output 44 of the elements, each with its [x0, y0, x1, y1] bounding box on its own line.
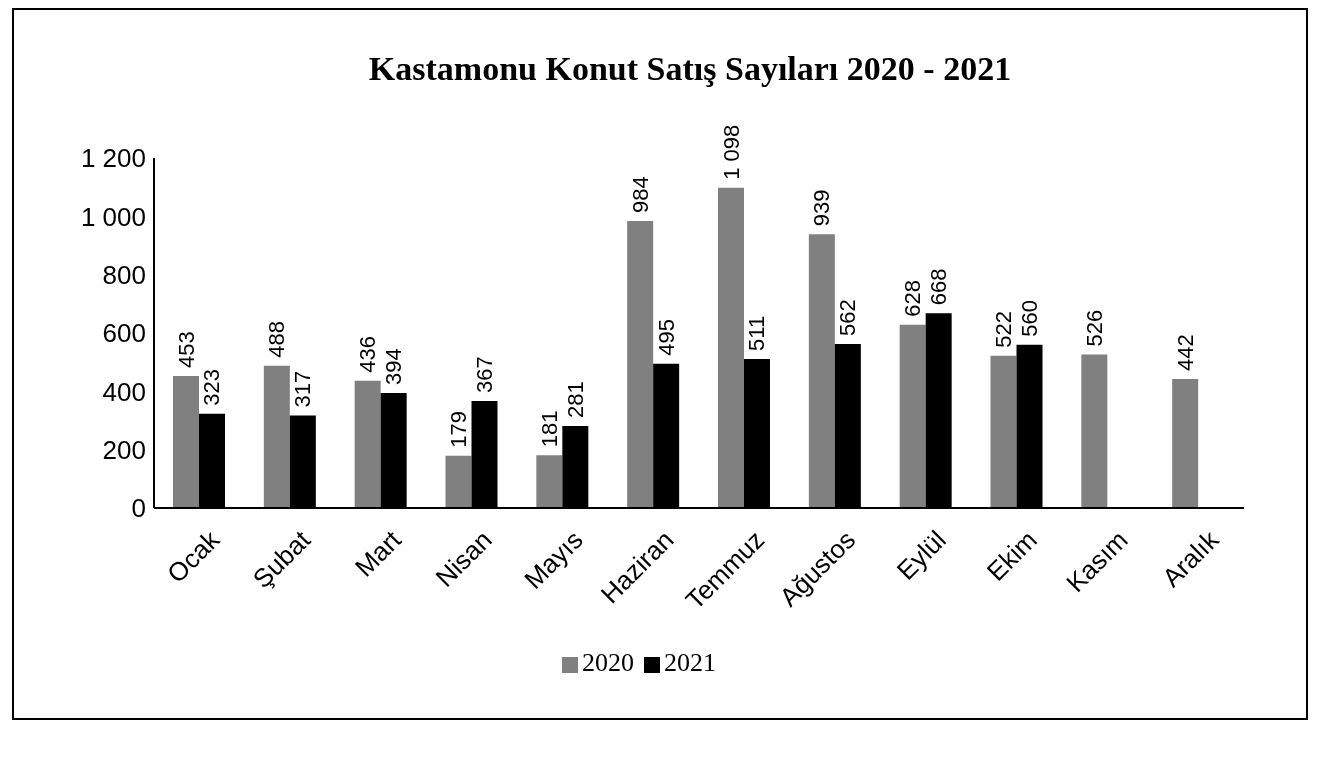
data-label: 495	[653, 318, 679, 356]
data-label: 562	[835, 299, 861, 337]
data-label: 394	[381, 348, 407, 386]
data-label: 179	[446, 411, 471, 448]
bar	[173, 375, 199, 508]
y-tick-label: 1 200	[80, 143, 146, 174]
bar	[627, 221, 654, 508]
data-label: 628	[900, 280, 926, 317]
bar	[899, 324, 926, 508]
y-tick-label: 0	[131, 493, 146, 524]
y-tick-label: 800	[102, 259, 146, 290]
chart-title: Kastamonu Konut Satış Sayıları 2020 - 2021	[367, 50, 1013, 88]
data-label: 317	[290, 370, 316, 408]
data-label: 453	[173, 331, 199, 368]
data-label: 181	[536, 410, 562, 448]
bar	[354, 380, 381, 508]
data-label: 488	[264, 320, 290, 358]
legend-label: 2020	[582, 648, 634, 677]
data-label: 436	[355, 336, 381, 373]
bar	[536, 455, 563, 508]
bar	[990, 355, 1017, 508]
data-label: 281	[562, 381, 588, 419]
data-label: 511	[744, 315, 770, 351]
data-label: 323	[199, 369, 225, 406]
bar	[445, 455, 472, 508]
bar	[718, 187, 744, 508]
data-label: 367	[472, 356, 497, 393]
data-label: 560	[1017, 299, 1042, 337]
data-label: 1 098	[718, 124, 744, 180]
data-label: 984	[627, 176, 653, 213]
data-label: 668	[926, 268, 952, 306]
y-tick-label: 1 000	[80, 201, 146, 232]
y-tick-label: 200	[102, 434, 146, 465]
data-label: 526	[1081, 309, 1107, 347]
bar	[1081, 354, 1108, 508]
data-label: 442	[1172, 334, 1198, 372]
y-tick-label: 600	[102, 318, 146, 349]
bar	[263, 365, 290, 508]
bar	[808, 234, 835, 508]
bar	[1172, 379, 1199, 508]
data-label: 522	[991, 311, 1016, 348]
data-label: 939	[809, 189, 835, 227]
y-tick-label: 400	[102, 376, 146, 407]
legend-label: 2021	[664, 648, 716, 677]
